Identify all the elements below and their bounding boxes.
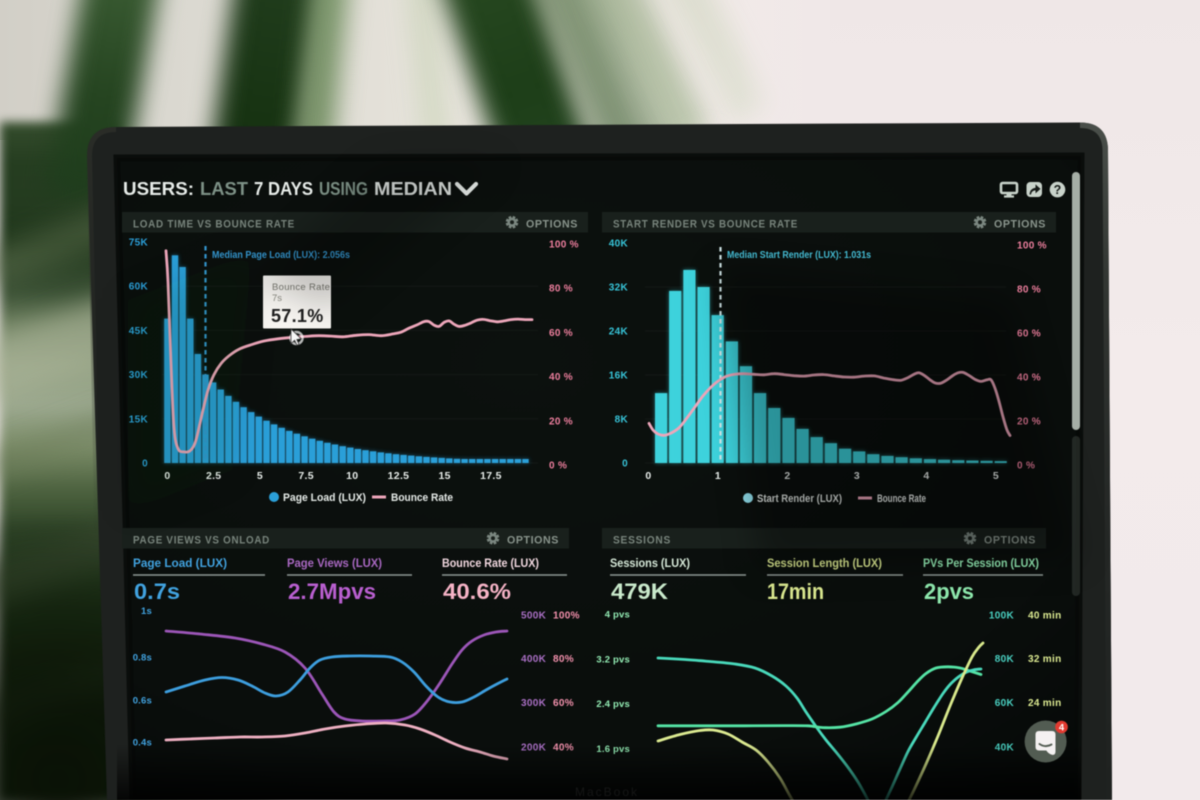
svg-text:Sessions (LUX): Sessions (LUX) [610, 558, 690, 570]
svg-text:40K: 40K [609, 239, 629, 250]
svg-text:LAST: LAST [200, 178, 249, 199]
svg-text:4 pvs: 4 pvs [605, 610, 630, 621]
svg-text:80K: 80K [995, 654, 1015, 665]
svg-text:500K: 500K [521, 610, 547, 621]
svg-text:USERS:: USERS: [123, 178, 194, 199]
svg-text:3.2 pvs: 3.2 pvs [596, 655, 630, 666]
svg-text:MacBook: MacBook [575, 785, 639, 799]
svg-text:60 %: 60 % [1017, 329, 1041, 340]
svg-text:20 %: 20 % [549, 416, 573, 427]
svg-text:300K: 300K [521, 698, 547, 709]
svg-text:2.7Mpvs: 2.7Mpvs [288, 579, 376, 604]
svg-text:17min: 17min [767, 579, 824, 604]
svg-text:LOAD TIME VS BOUNCE RATE: LOAD TIME VS BOUNCE RATE [133, 219, 295, 231]
svg-text:60%: 60% [553, 698, 574, 709]
svg-text:1s: 1s [141, 606, 152, 617]
svg-text:2pvs: 2pvs [924, 579, 974, 604]
svg-text:17.5: 17.5 [480, 470, 502, 482]
svg-text:8K: 8K [615, 415, 629, 426]
svg-text:12.5: 12.5 [388, 470, 410, 482]
svg-text:OPTIONS: OPTIONS [507, 535, 559, 547]
svg-text:100K: 100K [989, 610, 1015, 621]
svg-text:479K: 479K [611, 579, 668, 604]
svg-text:100 %: 100 % [1017, 241, 1047, 252]
svg-text:16K: 16K [609, 371, 629, 382]
svg-text:40 %: 40 % [549, 372, 573, 383]
svg-text:OPTIONS: OPTIONS [994, 219, 1046, 231]
svg-text:Bounce Rate (LUX): Bounce Rate (LUX) [442, 558, 539, 570]
svg-text:15: 15 [439, 470, 451, 482]
svg-text:32 min: 32 min [1028, 654, 1061, 665]
svg-text:1: 1 [715, 470, 721, 482]
svg-text:START RENDER VS BOUNCE RATE: START RENDER VS BOUNCE RATE [613, 219, 798, 231]
svg-text:?: ? [1054, 183, 1062, 197]
svg-text:2.4 pvs: 2.4 pvs [596, 699, 630, 710]
svg-text:0.7s: 0.7s [134, 579, 180, 604]
svg-text:0.6s: 0.6s [133, 696, 152, 707]
svg-text:80%: 80% [553, 654, 574, 665]
svg-text:7 DAYS: 7 DAYS [254, 178, 313, 199]
svg-text:0.8s: 0.8s [133, 653, 152, 664]
svg-text:0: 0 [645, 470, 651, 482]
svg-text:100 %: 100 % [549, 240, 579, 251]
svg-text:Page Views (LUX): Page Views (LUX) [287, 558, 382, 570]
svg-text:10: 10 [346, 470, 358, 482]
svg-text:Page Load (LUX): Page Load (LUX) [133, 558, 227, 570]
svg-text:Page Load (LUX): Page Load (LUX) [283, 492, 366, 504]
svg-text:40.6%: 40.6% [443, 579, 511, 604]
svg-text:4: 4 [1059, 723, 1065, 734]
svg-text:24K: 24K [609, 327, 629, 338]
svg-text:60K: 60K [129, 282, 149, 293]
svg-text:24 min: 24 min [1028, 698, 1061, 709]
svg-text:0: 0 [622, 459, 628, 470]
svg-text:Median Start Render (LUX): 1.0: Median Start Render (LUX): 1.031s [727, 249, 871, 261]
svg-text:OPTIONS: OPTIONS [526, 219, 578, 231]
svg-text:400K: 400K [521, 654, 547, 665]
svg-text:0.4s: 0.4s [133, 738, 152, 749]
svg-text:32K: 32K [609, 283, 629, 294]
svg-text:80 %: 80 % [549, 284, 573, 295]
svg-text:7s: 7s [272, 293, 282, 304]
svg-text:57.1%: 57.1% [271, 306, 324, 326]
svg-text:0 %: 0 % [549, 461, 567, 472]
svg-text:PAGE VIEWS VS ONLOAD: PAGE VIEWS VS ONLOAD [133, 535, 270, 547]
svg-text:75K: 75K [129, 238, 149, 249]
svg-text:100%: 100% [553, 610, 580, 621]
svg-text:80 %: 80 % [1017, 285, 1041, 296]
svg-text:5: 5 [257, 470, 263, 482]
svg-text:7.5: 7.5 [298, 470, 314, 482]
svg-text:SESSIONS: SESSIONS [613, 535, 671, 547]
svg-text:Bounce Rate: Bounce Rate [391, 492, 453, 504]
svg-text:40 min: 40 min [1028, 610, 1061, 621]
svg-text:60 %: 60 % [549, 328, 573, 339]
svg-text:60K: 60K [995, 698, 1015, 709]
